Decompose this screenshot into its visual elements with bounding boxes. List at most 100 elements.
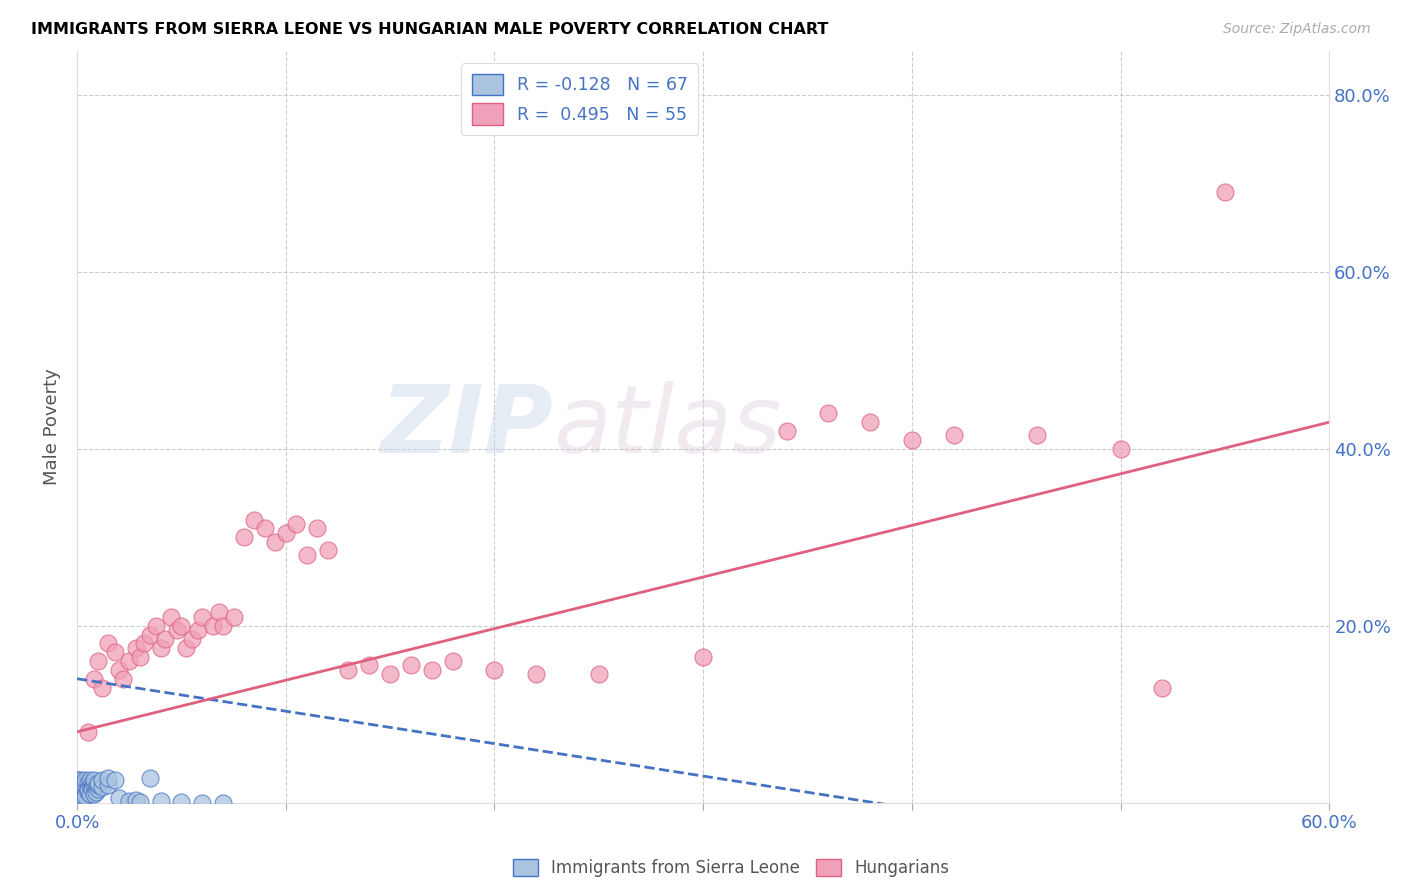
Point <box>222 610 245 624</box>
Point <box>87 654 110 668</box>
Point <box>97 636 120 650</box>
Point <box>295 548 318 562</box>
Point <box>66 782 89 797</box>
Point <box>67 776 90 790</box>
Point <box>253 521 276 535</box>
Point <box>124 640 146 655</box>
Point <box>775 424 797 438</box>
Point <box>87 782 110 797</box>
Point <box>70 773 93 788</box>
Point <box>66 793 89 807</box>
Point <box>153 632 176 646</box>
Text: Source: ZipAtlas.com: Source: ZipAtlas.com <box>1223 22 1371 37</box>
Point <box>111 672 134 686</box>
Point <box>83 773 105 788</box>
Point <box>1026 428 1049 442</box>
Point <box>70 785 93 799</box>
Point <box>104 773 127 788</box>
Point <box>66 778 89 792</box>
Point <box>124 793 146 807</box>
Point <box>484 663 506 677</box>
Point <box>66 780 89 794</box>
Point <box>83 778 105 792</box>
Point <box>1152 681 1174 695</box>
Point <box>70 782 93 797</box>
Point <box>72 785 94 799</box>
Point <box>79 773 101 788</box>
Point <box>149 640 172 655</box>
Point <box>67 785 90 799</box>
Point <box>76 724 98 739</box>
Point <box>208 606 231 620</box>
Legend: Immigrants from Sierra Leone, Hungarians: Immigrants from Sierra Leone, Hungarians <box>506 852 956 884</box>
Point <box>337 663 360 677</box>
Point <box>87 776 110 790</box>
Point <box>67 781 90 796</box>
Point <box>264 534 287 549</box>
Point <box>76 782 98 797</box>
Point <box>70 791 93 805</box>
Point <box>84 780 107 794</box>
Point <box>316 543 339 558</box>
Point <box>942 428 965 442</box>
Point <box>67 791 90 805</box>
Point <box>243 512 266 526</box>
Point <box>76 780 98 794</box>
Point <box>285 516 308 531</box>
Point <box>108 663 131 677</box>
Point <box>817 406 839 420</box>
Point <box>1109 442 1132 456</box>
Point <box>75 782 97 797</box>
Point <box>399 658 422 673</box>
Point <box>70 787 93 801</box>
Point <box>97 778 120 792</box>
Point <box>83 672 105 686</box>
Point <box>441 654 464 668</box>
Point <box>359 658 381 673</box>
Point <box>160 610 183 624</box>
Point <box>72 778 94 792</box>
Point <box>91 773 114 788</box>
Point <box>191 610 214 624</box>
Text: IMMIGRANTS FROM SIERRA LEONE VS HUNGARIAN MALE POVERTY CORRELATION CHART: IMMIGRANTS FROM SIERRA LEONE VS HUNGARIA… <box>31 22 828 37</box>
Legend: R = -0.128   N = 67, R =  0.495   N = 55: R = -0.128 N = 67, R = 0.495 N = 55 <box>461 63 699 135</box>
Point <box>75 789 97 803</box>
Point <box>80 776 103 790</box>
Point <box>72 780 94 794</box>
Point <box>588 667 610 681</box>
Point <box>212 618 235 632</box>
Point <box>83 787 105 801</box>
Point <box>72 782 94 797</box>
Point <box>104 645 127 659</box>
Text: atlas: atlas <box>553 381 782 472</box>
Point <box>108 791 131 805</box>
Point <box>187 623 209 637</box>
Point <box>166 623 188 637</box>
Point <box>70 780 93 794</box>
Point <box>378 667 401 681</box>
Point <box>170 795 193 809</box>
Point <box>420 663 443 677</box>
Point <box>201 618 224 632</box>
Y-axis label: Male Poverty: Male Poverty <box>44 368 60 485</box>
Point <box>307 521 329 535</box>
Point <box>67 787 90 801</box>
Point <box>66 773 89 788</box>
Point <box>233 530 256 544</box>
Point <box>70 778 93 792</box>
Point <box>72 789 94 803</box>
Point <box>180 632 202 646</box>
Point <box>97 771 120 785</box>
Point <box>274 525 297 540</box>
Point <box>75 787 97 801</box>
Point <box>67 773 90 788</box>
Point <box>212 796 235 810</box>
Point <box>174 640 197 655</box>
Point <box>191 796 214 810</box>
Point <box>91 780 114 794</box>
Point <box>859 415 882 429</box>
Point <box>75 773 97 788</box>
Point <box>118 794 141 808</box>
Point <box>66 791 89 805</box>
Point <box>87 778 110 792</box>
